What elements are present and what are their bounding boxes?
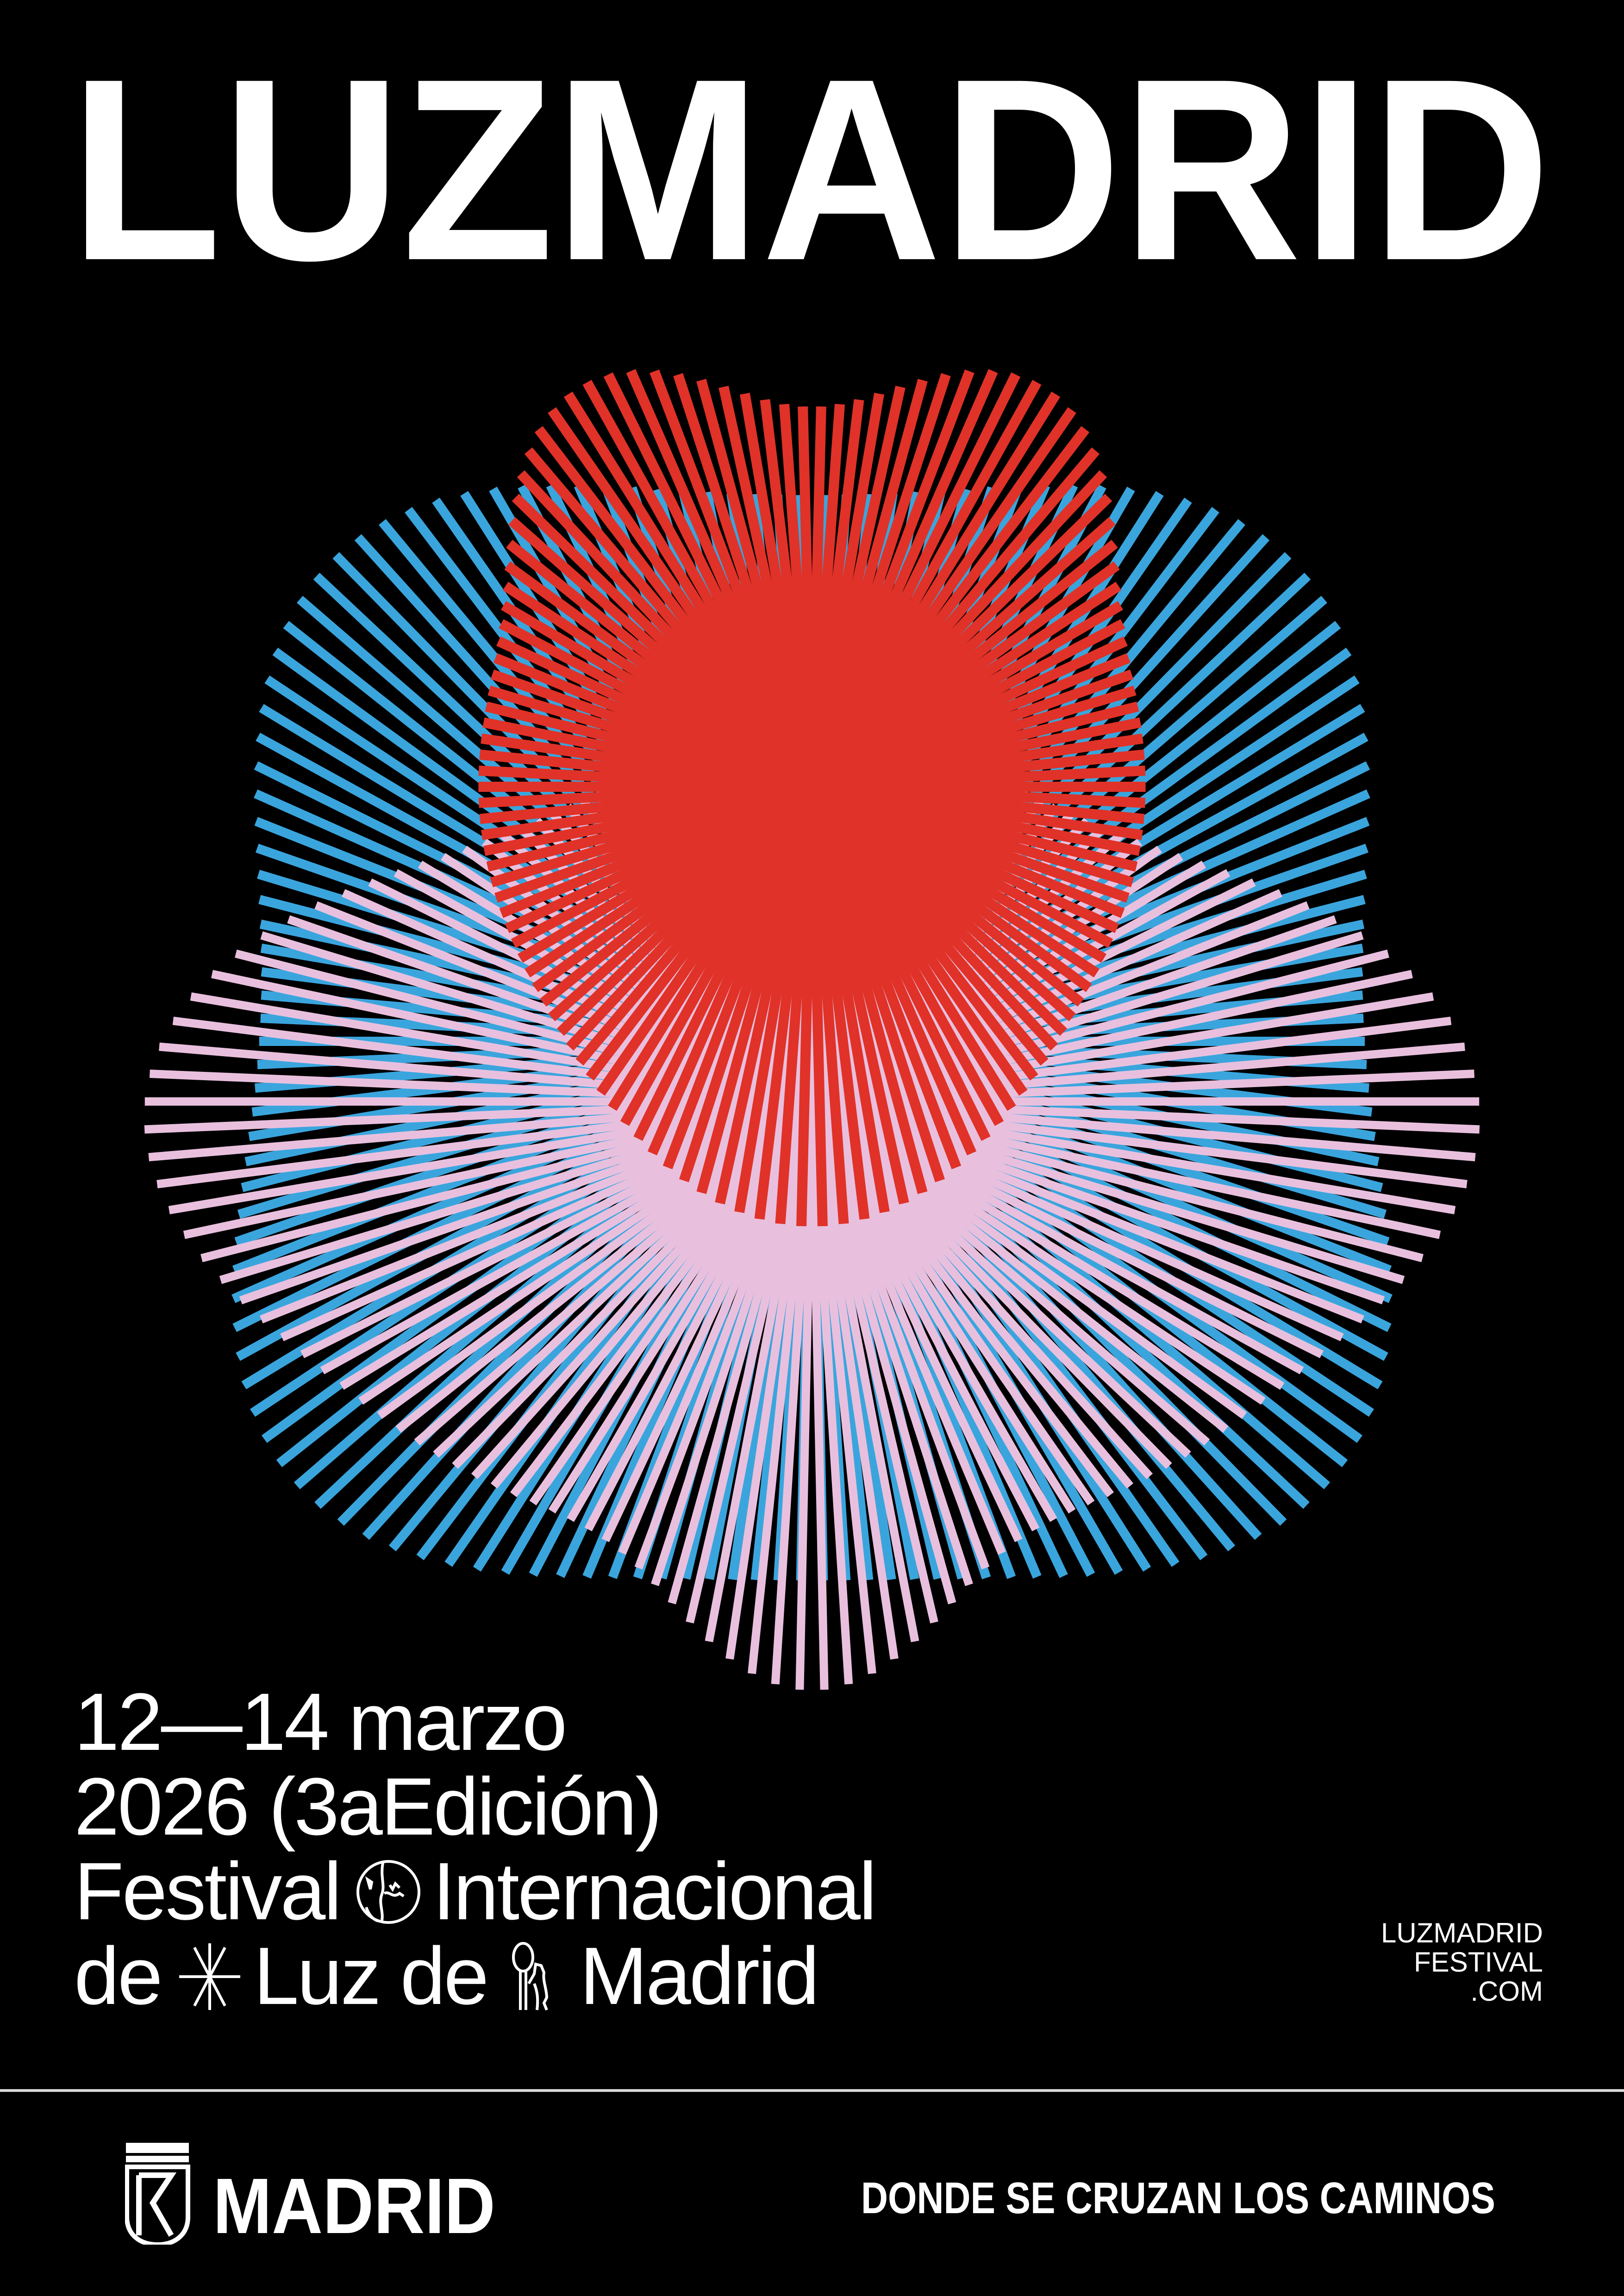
pink-ray [811,1097,1424,1263]
pink-ray [812,1070,1474,1106]
website-line-1: LUZMADRID [1380,1917,1543,1948]
tagline-text: DONDE SE CRUZAN LOS CAMINOS [861,2175,1495,2221]
festival-word: Festival [74,1846,342,1937]
poster-title: LUZMADRID [69,69,1551,273]
pink-ray [811,992,1434,1106]
pink-ray [144,1097,812,1134]
pink-ray [159,1042,812,1106]
de-word: de [74,1931,163,2022]
website-line-2: FESTIVAL [1414,1947,1543,1978]
website-line-3: .COM [1470,1976,1543,2007]
luz-de-words: Luz de [253,1931,489,2022]
website-link[interactable]: LUZMADRID FESTIVAL .COM [1381,1918,1543,2006]
asterisk-star-icon [179,1943,240,2010]
pink-ray [812,1097,1480,1134]
footer-divider [0,2089,1624,2092]
event-dates: 12—14 marzo [74,1677,567,1767]
red-ray-burst [478,369,1146,1226]
madrid-crest-icon [125,2143,190,2245]
poster-title-text: LUZMADRID [69,69,1551,273]
event-line-3: Festival Internacional [74,1846,877,1937]
event-year-edition: 2026 (3aEdición) [74,1761,662,1852]
tagline: DONDE SE CRUZAN LOS CAMINOS [861,2175,1495,2221]
pink-ray [812,1042,1465,1106]
event-line-4: de Luz de Madrid [74,1934,875,2019]
light-burst-artwork [144,369,1480,1690]
pink-ray [811,1016,1452,1106]
madrid-word: Madrid [580,1931,819,2022]
internacional-word: Internacional [432,1846,877,1937]
globe-icon [356,1860,421,1924]
pink-ray [190,992,813,1106]
pink-ray [172,1016,813,1106]
event-info: 12—14 marzo 2026 (3aEdición) Festival In… [74,1677,877,2019]
bear-tree-figure-icon [512,1941,549,2010]
madrid-logo-text: MADRID [213,2162,495,2245]
red-core [738,662,886,912]
pink-ray [150,1070,812,1106]
madrid-logo: MADRID [125,2143,495,2245]
pink-ray [200,1097,813,1263]
